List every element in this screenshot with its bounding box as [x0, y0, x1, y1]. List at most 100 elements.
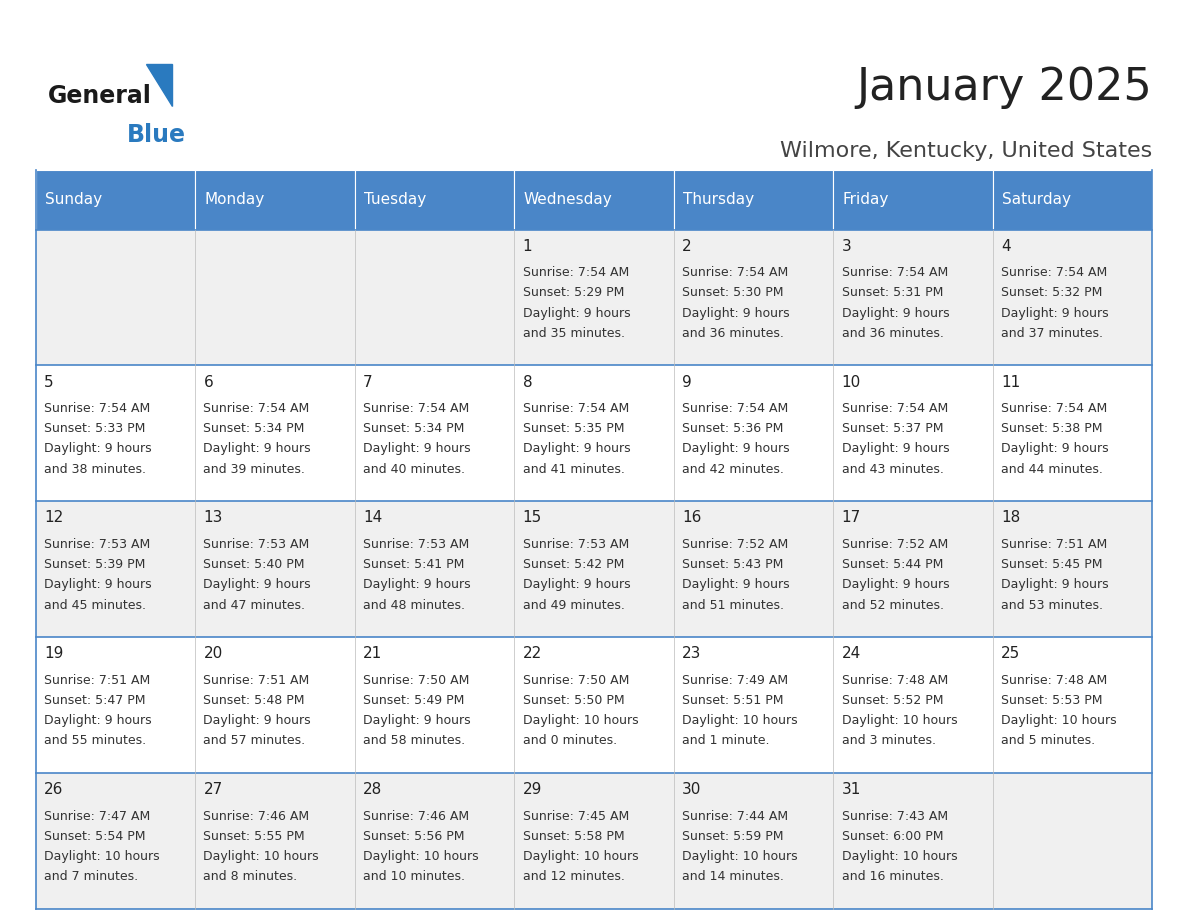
- Text: Sunset: 5:39 PM: Sunset: 5:39 PM: [44, 558, 145, 571]
- Text: Sunset: 5:42 PM: Sunset: 5:42 PM: [523, 558, 624, 571]
- Text: 13: 13: [203, 510, 223, 525]
- Text: 6: 6: [203, 375, 213, 389]
- Text: and 53 minutes.: and 53 minutes.: [1001, 599, 1104, 611]
- Text: Sunrise: 7:54 AM: Sunrise: 7:54 AM: [203, 402, 310, 415]
- Bar: [993, 365, 1152, 501]
- Bar: [833, 501, 993, 637]
- Text: Sunset: 5:47 PM: Sunset: 5:47 PM: [44, 694, 145, 707]
- Bar: [514, 230, 674, 365]
- Text: Daylight: 10 hours: Daylight: 10 hours: [841, 850, 958, 863]
- Text: Sunset: 5:44 PM: Sunset: 5:44 PM: [841, 558, 943, 571]
- Text: Sunrise: 7:52 AM: Sunrise: 7:52 AM: [682, 538, 789, 551]
- Text: Thursday: Thursday: [683, 192, 754, 207]
- Text: and 47 minutes.: and 47 minutes.: [203, 599, 305, 611]
- Bar: [833, 365, 993, 501]
- Text: Sunrise: 7:51 AM: Sunrise: 7:51 AM: [203, 674, 310, 687]
- Text: Sunset: 5:52 PM: Sunset: 5:52 PM: [841, 694, 943, 707]
- Text: and 52 minutes.: and 52 minutes.: [841, 599, 943, 611]
- Text: Sunday: Sunday: [45, 192, 102, 207]
- Bar: [195, 170, 355, 230]
- Text: 11: 11: [1001, 375, 1020, 389]
- Text: Sunset: 5:37 PM: Sunset: 5:37 PM: [841, 422, 943, 435]
- Text: 16: 16: [682, 510, 701, 525]
- Bar: [833, 773, 993, 909]
- Text: Wilmore, Kentucky, United States: Wilmore, Kentucky, United States: [781, 141, 1152, 162]
- Text: Sunset: 5:55 PM: Sunset: 5:55 PM: [203, 830, 305, 843]
- Text: and 16 minutes.: and 16 minutes.: [841, 870, 943, 883]
- Bar: [833, 637, 993, 773]
- Bar: [833, 170, 993, 230]
- Text: Wednesday: Wednesday: [524, 192, 613, 207]
- Bar: [195, 501, 355, 637]
- Bar: [36, 365, 195, 501]
- Bar: [36, 230, 195, 365]
- Text: Sunrise: 7:54 AM: Sunrise: 7:54 AM: [1001, 402, 1107, 415]
- Bar: [674, 230, 833, 365]
- Text: Sunset: 5:49 PM: Sunset: 5:49 PM: [364, 694, 465, 707]
- Text: Sunset: 5:41 PM: Sunset: 5:41 PM: [364, 558, 465, 571]
- Text: Sunset: 5:54 PM: Sunset: 5:54 PM: [44, 830, 145, 843]
- Text: and 36 minutes.: and 36 minutes.: [682, 327, 784, 340]
- Text: Sunrise: 7:54 AM: Sunrise: 7:54 AM: [44, 402, 150, 415]
- Text: Daylight: 9 hours: Daylight: 9 hours: [841, 307, 949, 319]
- Text: Blue: Blue: [127, 123, 187, 147]
- Text: Daylight: 9 hours: Daylight: 9 hours: [44, 578, 152, 591]
- Text: Sunset: 5:48 PM: Sunset: 5:48 PM: [203, 694, 305, 707]
- Text: Daylight: 9 hours: Daylight: 9 hours: [203, 578, 311, 591]
- Text: Sunset: 5:34 PM: Sunset: 5:34 PM: [203, 422, 305, 435]
- Text: Tuesday: Tuesday: [365, 192, 426, 207]
- Text: 20: 20: [203, 646, 222, 661]
- Text: Sunrise: 7:53 AM: Sunrise: 7:53 AM: [203, 538, 310, 551]
- Text: Daylight: 9 hours: Daylight: 9 hours: [203, 714, 311, 727]
- Text: Daylight: 9 hours: Daylight: 9 hours: [364, 578, 470, 591]
- Text: Daylight: 10 hours: Daylight: 10 hours: [364, 850, 479, 863]
- Text: and 0 minutes.: and 0 minutes.: [523, 734, 617, 747]
- Text: 29: 29: [523, 782, 542, 797]
- Text: Daylight: 9 hours: Daylight: 9 hours: [1001, 307, 1108, 319]
- Text: and 48 minutes.: and 48 minutes.: [364, 599, 465, 611]
- Text: and 1 minute.: and 1 minute.: [682, 734, 770, 747]
- Bar: [195, 637, 355, 773]
- Text: Sunrise: 7:53 AM: Sunrise: 7:53 AM: [364, 538, 469, 551]
- Text: Daylight: 10 hours: Daylight: 10 hours: [523, 850, 638, 863]
- Text: and 55 minutes.: and 55 minutes.: [44, 734, 146, 747]
- Text: 26: 26: [44, 782, 63, 797]
- Text: 23: 23: [682, 646, 701, 661]
- Text: 31: 31: [841, 782, 861, 797]
- Text: Sunrise: 7:51 AM: Sunrise: 7:51 AM: [1001, 538, 1107, 551]
- Text: and 37 minutes.: and 37 minutes.: [1001, 327, 1104, 340]
- Text: Sunset: 5:38 PM: Sunset: 5:38 PM: [1001, 422, 1102, 435]
- Text: Sunrise: 7:46 AM: Sunrise: 7:46 AM: [364, 810, 469, 823]
- Text: 15: 15: [523, 510, 542, 525]
- Text: Sunset: 5:59 PM: Sunset: 5:59 PM: [682, 830, 784, 843]
- Text: Sunrise: 7:46 AM: Sunrise: 7:46 AM: [203, 810, 310, 823]
- Text: Sunrise: 7:54 AM: Sunrise: 7:54 AM: [523, 402, 628, 415]
- Text: and 12 minutes.: and 12 minutes.: [523, 870, 625, 883]
- Text: Daylight: 10 hours: Daylight: 10 hours: [682, 850, 797, 863]
- Text: Daylight: 10 hours: Daylight: 10 hours: [523, 714, 638, 727]
- Text: Sunset: 5:35 PM: Sunset: 5:35 PM: [523, 422, 624, 435]
- Text: 28: 28: [364, 782, 383, 797]
- Text: Sunset: 5:43 PM: Sunset: 5:43 PM: [682, 558, 783, 571]
- Text: 17: 17: [841, 510, 861, 525]
- Bar: [674, 501, 833, 637]
- Text: Sunrise: 7:47 AM: Sunrise: 7:47 AM: [44, 810, 150, 823]
- Bar: [36, 637, 195, 773]
- Text: and 44 minutes.: and 44 minutes.: [1001, 463, 1102, 476]
- Text: 3: 3: [841, 239, 852, 253]
- Bar: [355, 170, 514, 230]
- Text: Sunrise: 7:52 AM: Sunrise: 7:52 AM: [841, 538, 948, 551]
- Bar: [674, 170, 833, 230]
- Text: 24: 24: [841, 646, 861, 661]
- Text: and 42 minutes.: and 42 minutes.: [682, 463, 784, 476]
- Bar: [355, 230, 514, 365]
- Text: Daylight: 9 hours: Daylight: 9 hours: [523, 307, 630, 319]
- Bar: [674, 365, 833, 501]
- Text: 22: 22: [523, 646, 542, 661]
- Text: 12: 12: [44, 510, 63, 525]
- Text: Daylight: 9 hours: Daylight: 9 hours: [203, 442, 311, 455]
- Text: General: General: [48, 84, 151, 108]
- Text: Sunrise: 7:54 AM: Sunrise: 7:54 AM: [364, 402, 469, 415]
- Text: and 14 minutes.: and 14 minutes.: [682, 870, 784, 883]
- Text: Sunset: 5:36 PM: Sunset: 5:36 PM: [682, 422, 783, 435]
